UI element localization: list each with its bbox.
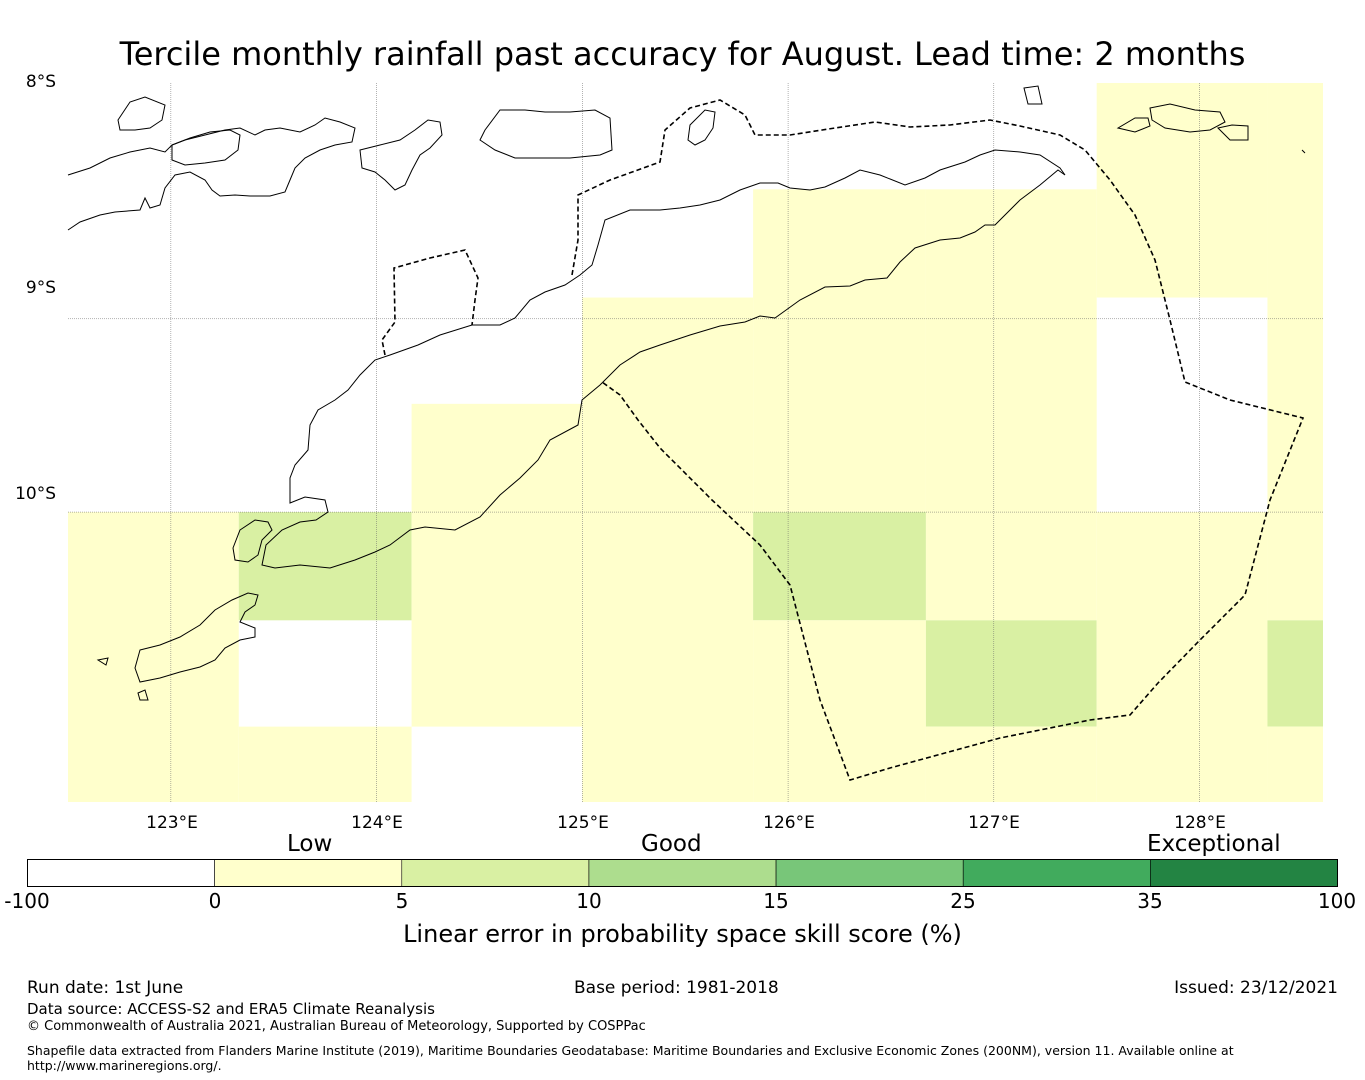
skill-cell-14 bbox=[1267, 620, 1323, 727]
small-island-coastline bbox=[1116, 117, 1151, 133]
eez-boundary-west bbox=[381, 249, 479, 356]
colorbar-swatch-2 bbox=[401, 859, 590, 887]
issued-date: Issued: 23/12/2021 bbox=[1174, 978, 1338, 998]
skill-cell-12 bbox=[1096, 512, 1268, 802]
colorbar-swatch-0 bbox=[27, 859, 215, 887]
small-island-coastline bbox=[137, 689, 149, 701]
skill-cell-0 bbox=[68, 512, 239, 802]
colorbar-tick: 5 bbox=[395, 889, 409, 913]
colorbar-label: Linear error in probability space skill … bbox=[403, 920, 962, 948]
small-island-coastline bbox=[117, 96, 166, 131]
skill-cell-9 bbox=[925, 620, 1097, 727]
skill-cell-4 bbox=[582, 297, 754, 802]
skill-cell-5 bbox=[753, 189, 926, 513]
lat-label-10s: 10°S bbox=[15, 484, 56, 504]
coastlines bbox=[67, 85, 1306, 701]
copyright: © Commonwealth of Australia 2021, Austra… bbox=[27, 1019, 646, 1034]
skill-cell-6 bbox=[753, 512, 926, 621]
colorbar-swatch-4 bbox=[775, 859, 964, 887]
skill-cell-1 bbox=[238, 512, 412, 621]
colorbar-category-good: Good bbox=[641, 831, 702, 857]
rote-coastline bbox=[134, 592, 259, 683]
lat-label-9s: 9°S bbox=[25, 278, 56, 298]
run-date: Run date: 1st June bbox=[27, 978, 184, 998]
colorbar-tick: 25 bbox=[950, 889, 976, 913]
lon-label-123e: 123°E bbox=[146, 813, 198, 833]
colorbar-category-exceptional: Exceptional bbox=[1147, 831, 1281, 857]
north-island-2-coastline bbox=[359, 119, 443, 191]
colorbar-tick: 0 bbox=[208, 889, 222, 913]
skill-cell-2 bbox=[238, 726, 412, 802]
skill-cell-8 bbox=[925, 189, 1097, 621]
map-title: Tercile monthly rainfall past accuracy f… bbox=[119, 35, 1246, 73]
skill-cell-13 bbox=[1267, 83, 1323, 621]
colorbar bbox=[27, 859, 1338, 887]
colorbar-swatch-1 bbox=[214, 859, 403, 887]
base-period: Base period: 1981-2018 bbox=[574, 978, 779, 998]
colorbar-swatch-3 bbox=[588, 859, 777, 887]
colorbar-tick: 100 bbox=[1317, 889, 1357, 913]
flores-coastline bbox=[67, 117, 356, 231]
colorbar-swatch-6 bbox=[1150, 859, 1338, 887]
lat-label-8s: 8°S bbox=[25, 72, 56, 92]
colorbar-tick: 15 bbox=[763, 889, 789, 913]
small-island-coastline bbox=[171, 129, 241, 166]
north-island-coastline bbox=[479, 109, 613, 159]
skill-cell-10 bbox=[925, 726, 1097, 802]
lon-label-126e: 126°E bbox=[763, 813, 815, 833]
eez-boundary-north bbox=[571, 99, 1305, 781]
eez-boundaries bbox=[381, 99, 1305, 781]
timor-coastline bbox=[261, 149, 1066, 569]
colorbar-swatch-5 bbox=[962, 859, 1151, 887]
small-island-coastline bbox=[1301, 149, 1306, 154]
colorbar-tick: 10 bbox=[576, 889, 602, 913]
lon-label-127e: 127°E bbox=[968, 813, 1020, 833]
lon-label-128e: 128°E bbox=[1174, 813, 1226, 833]
skill-cell-3 bbox=[411, 403, 583, 727]
colorbar-tick: 35 bbox=[1137, 889, 1163, 913]
skill-cell-15 bbox=[1267, 726, 1323, 802]
atauro-coastline bbox=[687, 109, 716, 146]
colorbar-category-low: Low bbox=[287, 831, 333, 857]
leti-coastline bbox=[1149, 103, 1226, 133]
skill-cell-11 bbox=[1096, 83, 1268, 298]
small-island-coastline bbox=[1023, 85, 1043, 105]
lon-label-124e: 124°E bbox=[351, 813, 403, 833]
skill-cell-7 bbox=[753, 620, 926, 802]
small-island-coastline bbox=[96, 657, 109, 666]
data-source: Data source: ACCESS-S2 and ERA5 Climate … bbox=[27, 1000, 435, 1018]
lon-label-125e: 125°E bbox=[557, 813, 609, 833]
shapefile-credit: Shapefile data extracted from Flanders M… bbox=[27, 1043, 1234, 1073]
semau-coastline bbox=[232, 519, 273, 563]
colorbar-tick: -100 bbox=[4, 889, 50, 913]
skill-grid bbox=[68, 83, 1323, 802]
small-island-coastline bbox=[1216, 124, 1249, 141]
